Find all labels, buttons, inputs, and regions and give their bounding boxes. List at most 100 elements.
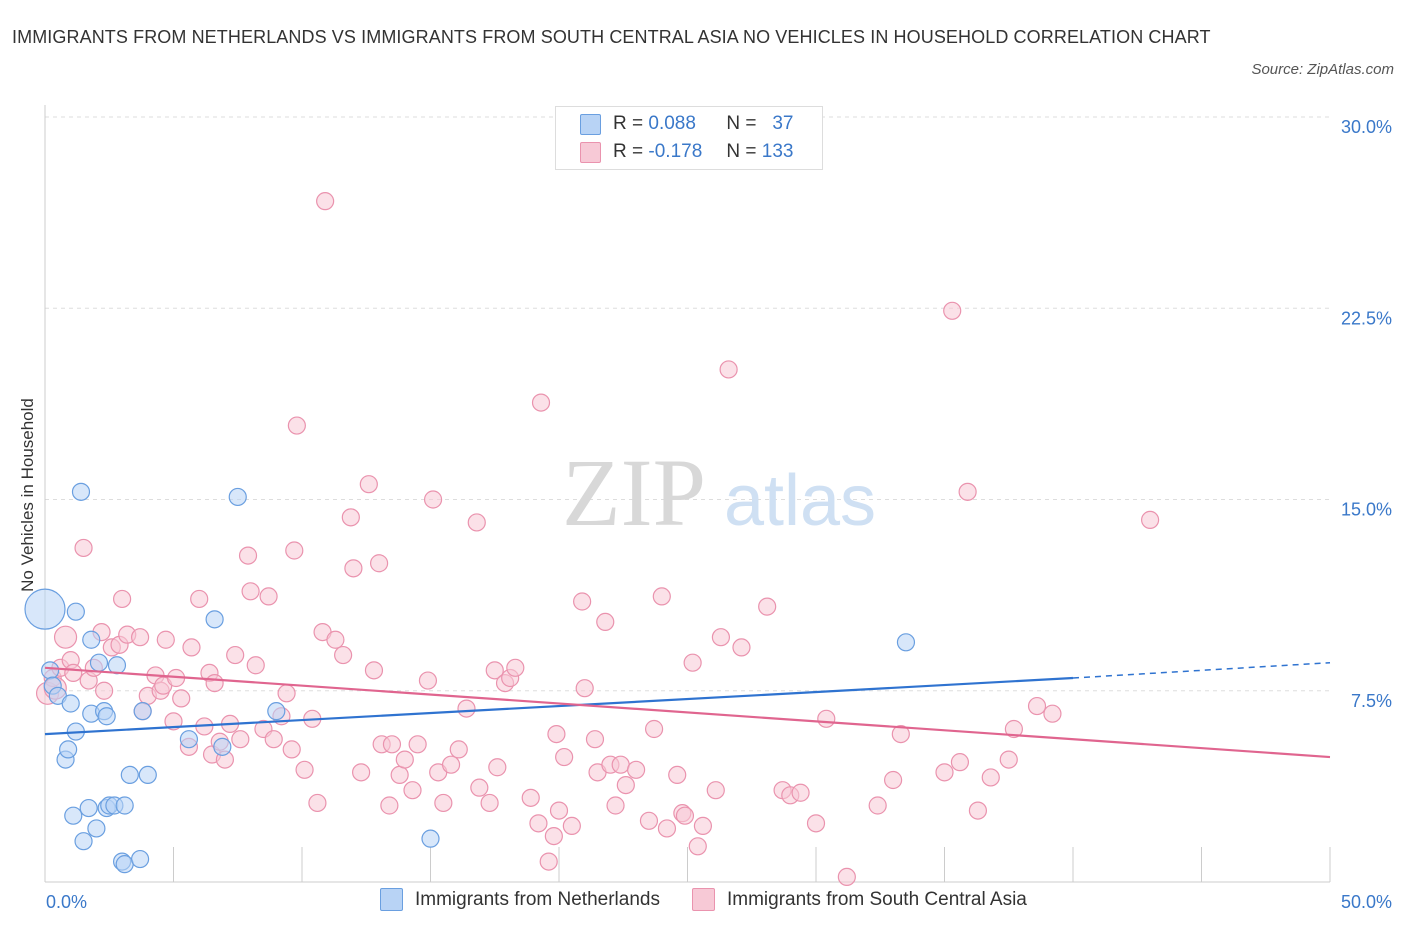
data-point <box>277 684 296 703</box>
data-point <box>817 709 836 728</box>
data-point <box>555 747 574 767</box>
data-point <box>719 360 738 379</box>
data-point <box>115 796 134 815</box>
data-point <box>521 788 540 807</box>
data-point <box>285 541 304 560</box>
data-point <box>66 602 85 621</box>
data-point <box>616 775 635 795</box>
data-point <box>529 814 548 833</box>
data-point <box>449 740 468 759</box>
data-point <box>935 763 954 782</box>
data-point <box>334 645 353 665</box>
data-point <box>626 760 646 779</box>
data-point <box>668 765 687 785</box>
legend-n-value: 37 <box>772 113 794 134</box>
data-point <box>549 801 569 820</box>
trend-line-netherlands <box>44 676 1074 736</box>
data-point <box>71 482 91 501</box>
data-point <box>205 673 224 693</box>
data-point <box>352 763 371 782</box>
x-tick-label: 0.0% <box>46 892 87 912</box>
data-point <box>675 806 695 825</box>
data-point <box>562 816 581 836</box>
data-point <box>344 559 363 578</box>
data-point <box>246 656 265 675</box>
data-point <box>758 597 777 616</box>
data-point <box>868 796 887 815</box>
data-point <box>639 811 659 830</box>
data-point <box>74 832 93 851</box>
data-point <box>370 554 389 573</box>
data-point <box>943 301 962 320</box>
data-point <box>395 750 414 769</box>
data-point <box>506 658 525 677</box>
data-point <box>1140 510 1160 530</box>
data-point <box>115 855 134 874</box>
data-point <box>606 796 625 815</box>
data-point <box>837 867 856 887</box>
data-point <box>418 671 438 690</box>
x-tick-labels: 0.0% 50.0% <box>46 892 1392 912</box>
data-point <box>24 588 66 630</box>
data-point <box>423 490 443 509</box>
data-point <box>434 793 453 813</box>
data-point <box>130 628 150 647</box>
data-point <box>791 783 810 802</box>
x-tick-label: 50.0% <box>1341 892 1392 912</box>
watermark: ZIP atlas <box>562 439 876 546</box>
data-point <box>213 737 232 756</box>
data-point <box>138 765 157 785</box>
data-point <box>421 829 440 848</box>
legend-swatch-pink <box>691 888 715 911</box>
data-point <box>657 819 677 838</box>
data-point <box>182 638 201 657</box>
data-point <box>706 781 725 800</box>
data-point <box>968 801 988 820</box>
data-point <box>41 661 60 680</box>
y-tick-labels: 7.5% 15.0% 22.5% 30.0% <box>1341 117 1392 711</box>
data-point <box>488 758 507 777</box>
trend-lines <box>44 661 1331 759</box>
legend-r-value: 0.088 <box>648 113 696 134</box>
data-point <box>267 702 286 721</box>
data-point <box>364 661 384 680</box>
data-point <box>107 656 127 675</box>
data-point <box>544 826 563 846</box>
data-point <box>61 694 80 713</box>
legend-swatch-blue <box>380 888 403 911</box>
data-point <box>133 702 152 721</box>
legend-n-value: 133 <box>761 141 794 162</box>
legend-item-label: Immigrants from Netherlands <box>415 888 660 910</box>
legend-row-south-central-asia: R = -0.178 N = 133 <box>580 138 793 166</box>
data-point <box>241 582 260 601</box>
legend-n-label: N = <box>726 141 757 162</box>
y-tick-label: 22.5% <box>1341 308 1392 328</box>
data-point <box>1027 696 1047 716</box>
legend-r-label: R = <box>613 141 644 162</box>
data-point <box>480 793 499 813</box>
data-point <box>231 730 250 749</box>
data-point <box>74 538 93 558</box>
data-point <box>341 508 360 527</box>
data-point <box>64 806 83 825</box>
data-point <box>359 475 378 494</box>
data-point <box>179 730 199 749</box>
data-point <box>308 793 327 813</box>
data-point <box>316 192 335 211</box>
data-point <box>1043 704 1062 723</box>
legend-r-value: -0.178 <box>648 141 703 162</box>
data-point <box>282 740 301 759</box>
y-tick-label: 7.5% <box>1351 691 1392 711</box>
data-point <box>64 663 83 683</box>
data-point <box>585 730 605 749</box>
data-point <box>693 816 713 836</box>
data-point <box>485 661 504 680</box>
data-point <box>226 645 245 665</box>
data-point <box>390 765 409 785</box>
data-point <box>611 755 630 774</box>
series-legend: Immigrants from Netherlands Immigrants f… <box>380 888 1059 911</box>
data-point <box>441 755 461 774</box>
data-point <box>950 753 970 772</box>
data-point <box>732 638 751 657</box>
